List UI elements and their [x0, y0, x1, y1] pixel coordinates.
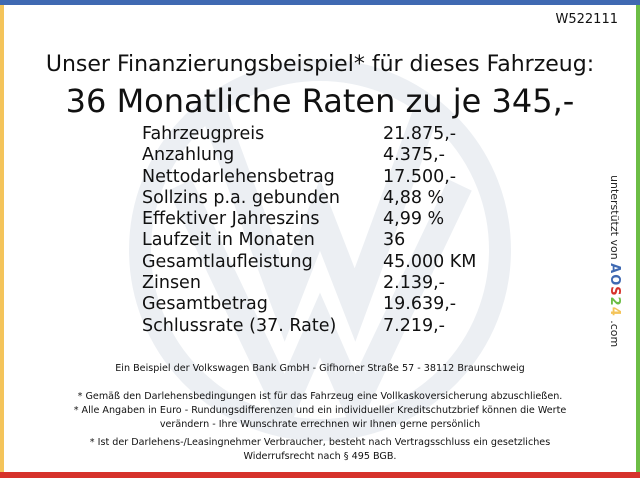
row-value: 36 [383, 230, 406, 251]
row-value: 21.875,- [383, 124, 457, 144]
table-row: Gesamtbetrag 19.639,- [142, 294, 542, 315]
row-label: Nettodarlehensbetrag [142, 166, 335, 187]
footnote-withdrawal-2: Widerrufsrecht nach § 495 BGB. [243, 450, 397, 462]
row-label: Fahrzeugpreis [142, 124, 265, 144]
row-value: 45.000 KM [383, 251, 477, 272]
row-value: 7.219,- [383, 315, 445, 336]
table-row: Gesamtlaufleistung 45.000 KM [142, 252, 542, 273]
table-row: Effektiver Jahreszins 4,99 % [142, 209, 542, 230]
table-row: Schlussrate (37. Rate) 7.219,- [142, 316, 542, 337]
footnote-euro-1: * Alle Angaben in Euro - Rundungsdiffere… [73, 405, 567, 416]
footnote-insurance: * Gemäß den Darlehensbedingungen ist für… [77, 391, 563, 402]
row-value: 2.139,- [383, 273, 445, 294]
table-row: Sollzins p.a. gebunden 4,88 % [142, 188, 542, 209]
row-label: Anzahlung [142, 145, 235, 166]
bank-line: Ein Beispiel der Volkswagen Bank GmbH - … [115, 363, 525, 374]
vehicle-code: W522111 [555, 12, 618, 27]
vw-logo-watermark-icon [129, 59, 511, 441]
row-value: 4,99 % [383, 209, 445, 230]
row-label: Schlussrate (37. Rate) [142, 315, 337, 336]
finance-table: Fahrzeugpreis 21.875,- Anzahlung 4.375,- Net… [142, 124, 542, 337]
row-value: 4.375,- [383, 145, 445, 166]
bottom-border [0, 472, 640, 478]
table-row: Fahrzeugpreis 21.875,- [142, 124, 542, 145]
row-label: Zinsen [142, 273, 201, 294]
row-label: Effektiver Jahreszins [142, 209, 320, 230]
row-label: Laufzeit in Monaten [142, 230, 315, 251]
footnote-euro-2: verändern - Ihre Wunschrate errechnen wi… [159, 418, 481, 430]
table-row: Laufzeit in Monaten 36 [142, 230, 542, 251]
sponsor-suffix: .com [608, 320, 621, 348]
row-value: 19.639,- [383, 294, 457, 315]
headline: Unser Finanzierungsbeispiel* für dieses … [45, 52, 595, 77]
footnote-withdrawal-1: * Ist der Darlehens-/Leasingnehmer Verbr… [89, 437, 551, 448]
row-label: Gesamtlaufleistung [142, 251, 313, 272]
row-value: 17.500,- [383, 166, 457, 187]
footnote-withdrawal: * Ist der Darlehens-/Leasingnehmer Verbr… [0, 436, 640, 463]
top-border [0, 0, 640, 5]
table-row: Nettodarlehensbetrag 17.500,- [142, 167, 542, 188]
monthly-rate-headline: 36 Monatliche Raten zu je 345,- [65, 82, 575, 120]
footnote-euro: * Alle Angaben in Euro - Rundungsdiffere… [0, 404, 640, 431]
right-border [636, 5, 640, 472]
row-label: Sollzins p.a. gebunden [142, 187, 341, 208]
table-row: Zinsen 2.139,- [142, 273, 542, 294]
aos24-logo: AOS24 [607, 263, 622, 317]
row-value: 4,88 % [383, 187, 445, 208]
sponsor-note: unterstützt von AOS24 .com [607, 175, 622, 347]
row-label: Gesamtbetrag [142, 294, 268, 315]
left-border [0, 5, 4, 472]
table-row: Anzahlung 4.375,- [142, 145, 542, 166]
sponsor-prefix: unterstützt von [608, 175, 621, 260]
